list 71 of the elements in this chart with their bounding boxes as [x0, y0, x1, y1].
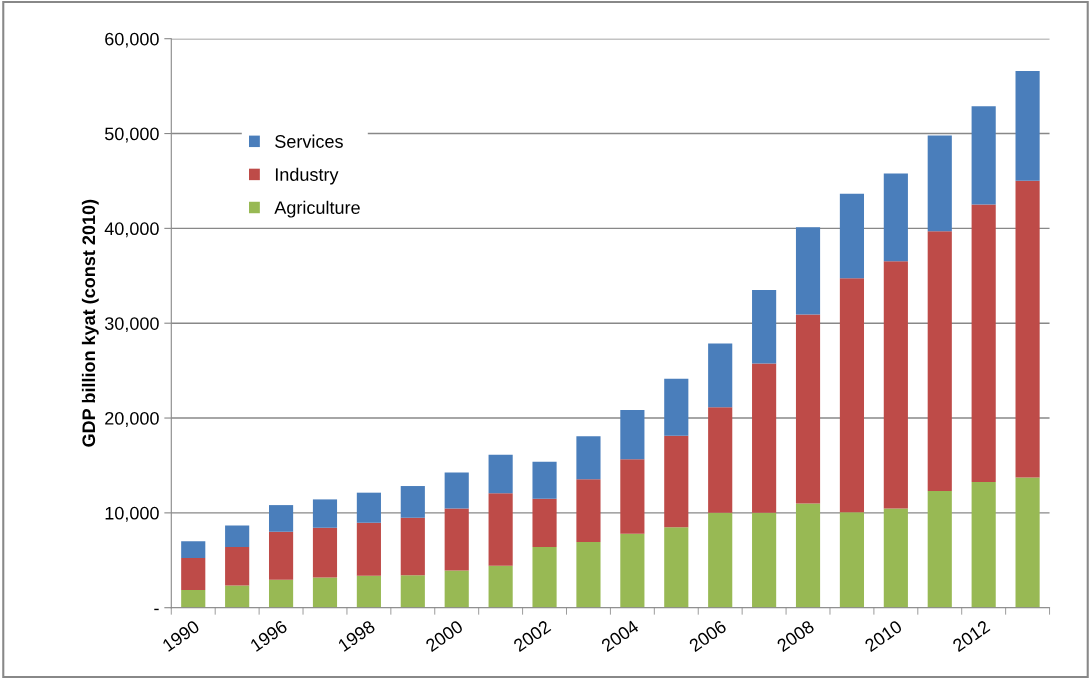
y-tick-label: 40,000 [104, 222, 159, 238]
bar [312, 527, 338, 578]
bar [971, 204, 996, 482]
bar [927, 135, 952, 232]
bar [532, 461, 557, 499]
y-tick-label: - [154, 608, 159, 611]
bar [444, 508, 469, 571]
y-tick-label: 20,000 [105, 411, 159, 427]
bar [752, 363, 777, 513]
bar [620, 533, 645, 608]
bar [795, 503, 821, 608]
bar [883, 508, 908, 608]
bar [225, 547, 250, 586]
bar [576, 436, 601, 480]
bar [225, 585, 250, 608]
bar [400, 517, 425, 576]
bar [268, 505, 294, 532]
bar [752, 512, 777, 608]
bar [225, 525, 250, 548]
bar [268, 531, 294, 580]
y-tick-label: 10,000 [105, 506, 159, 522]
bar [664, 527, 689, 608]
bar [181, 589, 206, 608]
bar [620, 409, 645, 460]
bar [795, 227, 821, 315]
bar [708, 407, 733, 513]
bar [839, 278, 865, 513]
bar [795, 314, 821, 504]
bar [312, 499, 338, 528]
bar [444, 570, 469, 608]
bar [356, 492, 381, 523]
legend-label: Services [275, 134, 343, 148]
bar [971, 106, 996, 205]
bar [444, 472, 469, 509]
bar [664, 435, 689, 528]
bar [488, 493, 513, 566]
bar [883, 173, 908, 262]
bar [708, 343, 733, 408]
bar [356, 522, 381, 576]
bar [400, 575, 425, 608]
bar [839, 512, 865, 608]
bar [488, 565, 513, 608]
bar [576, 479, 601, 542]
bar [620, 459, 645, 534]
bar [664, 378, 689, 436]
bar [532, 547, 557, 608]
bar [839, 193, 865, 279]
y-tick-label: 50,000 [104, 127, 159, 143]
bar [181, 541, 206, 559]
bar [576, 541, 601, 608]
bar [927, 231, 952, 492]
bar [927, 491, 952, 608]
bar [312, 577, 338, 608]
y-tick-label: 60,000 [105, 32, 159, 48]
y-axis-title: GDP billion kyat (const 2010) [81, 199, 99, 447]
y-tick-label: 30,000 [104, 317, 159, 333]
bar [488, 454, 513, 494]
bar [1015, 477, 1040, 608]
bar [181, 558, 206, 590]
bar [268, 579, 294, 608]
bar [1015, 71, 1040, 181]
bar [752, 289, 777, 364]
legend-label: Industry [275, 167, 339, 185]
bar [400, 486, 425, 518]
legend-label: Agriculture [274, 200, 360, 218]
bar [971, 481, 996, 608]
bar [356, 575, 381, 608]
bar [1015, 180, 1040, 478]
bar [532, 498, 557, 548]
bar [883, 261, 908, 509]
bar [708, 512, 733, 608]
